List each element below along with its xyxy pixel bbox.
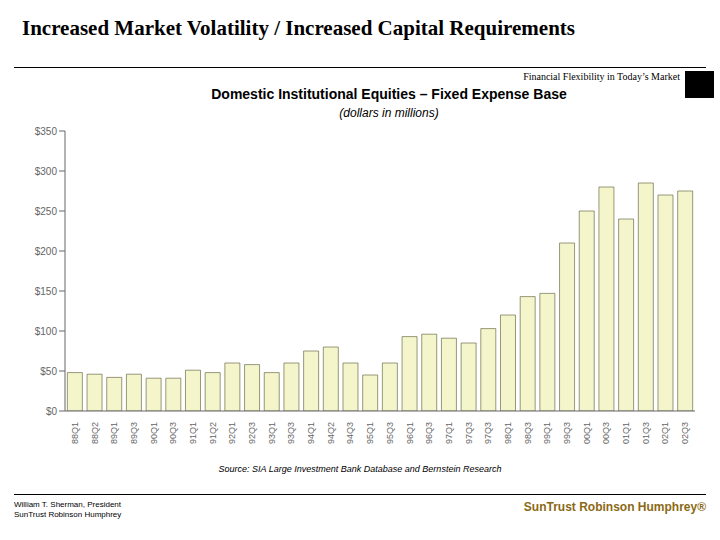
svg-text:98Q3: 98Q3 (523, 422, 533, 444)
svg-text:99Q1: 99Q1 (542, 422, 552, 444)
svg-text:01Q3: 01Q3 (641, 422, 651, 444)
svg-text:91Q1: 91Q1 (188, 422, 198, 444)
svg-text:93Q3: 93Q3 (286, 422, 296, 444)
svg-text:96Q1: 96Q1 (405, 422, 415, 444)
svg-text:94Q3: 94Q3 (345, 422, 355, 444)
svg-text:02Q3: 02Q3 (680, 422, 690, 444)
svg-text:01Q1: 01Q1 (621, 422, 631, 444)
svg-text:$50: $50 (40, 366, 57, 377)
svg-text:$300: $300 (35, 166, 58, 177)
svg-text:93Q1: 93Q1 (267, 422, 277, 444)
svg-text:91Q2: 91Q2 (208, 422, 218, 444)
svg-text:97Q3: 97Q3 (464, 422, 474, 444)
svg-text:95Q3: 95Q3 (385, 422, 395, 444)
svg-text:89Q3: 89Q3 (129, 422, 139, 444)
svg-text:$100: $100 (35, 326, 58, 337)
svg-text:88Q2: 88Q2 (90, 422, 100, 444)
svg-text:88Q1: 88Q1 (70, 422, 80, 444)
svg-text:94Q1: 94Q1 (306, 422, 316, 444)
svg-text:95Q1: 95Q1 (365, 422, 375, 444)
svg-text:96Q3: 96Q3 (424, 422, 434, 444)
svg-text:02Q1: 02Q1 (660, 422, 670, 444)
svg-text:89Q1: 89Q1 (109, 422, 119, 444)
svg-text:$250: $250 (35, 206, 58, 217)
svg-text:99Q3: 99Q3 (562, 422, 572, 444)
svg-text:92Q3: 92Q3 (247, 422, 257, 444)
svg-text:00Q3: 00Q3 (601, 422, 611, 444)
html-text:Domestic Institutional Equitie: Domestic Institutional Equities – Fixed … (211, 86, 567, 102)
html-text:(dollars in millions): (dollars in millions) (339, 106, 439, 120)
html-text:Increased Market Volatility /: Increased Market Volatility / Increased … (22, 16, 575, 40)
html-text:William T. Sherman, President: William T. Sherman, President (14, 500, 121, 509)
svg-text:92Q1: 92Q1 (227, 422, 237, 444)
svg-text:97Q1: 97Q1 (444, 422, 454, 444)
svg-text:97Q3: 97Q3 (483, 422, 493, 444)
html-text:SunTrust Robinson Humphrey®: SunTrust Robinson Humphrey® (523, 500, 706, 514)
svg-text:98Q1: 98Q1 (503, 422, 513, 444)
svg-text:$200: $200 (35, 246, 58, 257)
svg-text:$150: $150 (35, 286, 58, 297)
svg-text:94Q2: 94Q2 (326, 422, 336, 444)
svg-text:$0: $0 (46, 406, 58, 417)
html-text:Source: SIA Large Investment B: Source: SIA Large Investment Bank Databa… (218, 464, 502, 474)
html-text:Financial Flexibility in Today: Financial Flexibility in Today’s Market (523, 71, 680, 82)
html-text:SunTrust Robinson Humphrey: SunTrust Robinson Humphrey (14, 510, 122, 519)
svg-text:00Q1: 00Q1 (582, 422, 592, 444)
svg-text:$350: $350 (35, 126, 58, 137)
svg-text:90Q3: 90Q3 (168, 422, 178, 444)
svg-text:90Q1: 90Q1 (149, 422, 159, 444)
